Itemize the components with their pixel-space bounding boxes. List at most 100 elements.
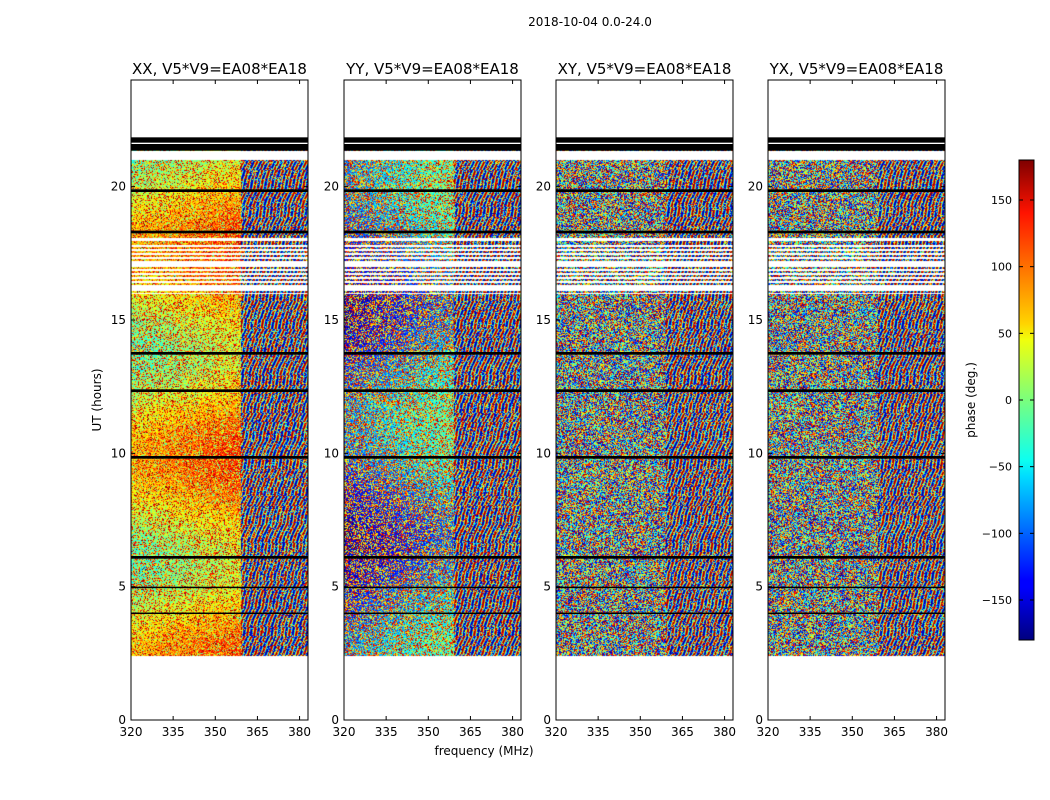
- x-tick-label: 350: [841, 725, 864, 739]
- colorbar-tick-label: −150: [982, 594, 1012, 607]
- x-tick-label: 380: [288, 725, 311, 739]
- x-tick-label: 365: [459, 725, 482, 739]
- colorbar: −150 −100 −50 0 50 100 150: [982, 159, 1035, 641]
- y-tick-label: 20: [536, 180, 551, 194]
- flagged-row: [556, 137, 733, 143]
- flagged-row: [768, 230, 945, 234]
- flagged-row: [131, 352, 308, 355]
- flagged-row: [768, 144, 945, 151]
- panel-title-yy: YY, V5*V9=EA08*EA18: [345, 60, 519, 78]
- y-tick-label: 10: [748, 446, 763, 460]
- x-tick-label: 380: [925, 725, 948, 739]
- y-tick-label: 0: [755, 713, 763, 727]
- flagged-row: [556, 230, 733, 234]
- x-tick-label: 350: [629, 725, 652, 739]
- y-tick-label: 5: [755, 580, 763, 594]
- x-tick-label: 320: [757, 725, 780, 739]
- axes-frame: [767, 79, 946, 721]
- y-tick-label: 10: [324, 446, 339, 460]
- axes-frame: [130, 79, 309, 721]
- y-tick-label: 0: [543, 713, 551, 727]
- flagged-row: [131, 612, 308, 615]
- y-tick-label: 0: [118, 713, 126, 727]
- panel-xy: XY, V5*V9=EA08*EA18 320 335 350 365 380 0 5 10 15…: [536, 60, 736, 739]
- y-tick-label: 15: [111, 313, 126, 327]
- x-tick-label: 335: [799, 725, 822, 739]
- heatmap-raster: [344, 80, 521, 720]
- x-tick-label: 365: [246, 725, 269, 739]
- y-tick-label: 10: [536, 446, 551, 460]
- x-tick-label: 350: [204, 725, 227, 739]
- y-tick-label: 5: [118, 580, 126, 594]
- flagged-row: [131, 556, 308, 559]
- flagged-row: [556, 556, 733, 559]
- x-tick-label: 365: [671, 725, 694, 739]
- flagged-row: [556, 389, 733, 392]
- colorbar-tick-label: 0: [1005, 394, 1012, 407]
- colorbar-tick-label: −50: [989, 461, 1012, 474]
- panel-yy: YY, V5*V9=EA08*EA18 320 335 350 365 380 0 5 10 15…: [324, 60, 524, 739]
- flagged-row: [768, 456, 945, 459]
- figure-suptitle: 2018-10-04 0.0-24.0: [528, 15, 652, 29]
- heatmap-raster: [556, 80, 733, 720]
- flagged-row: [344, 556, 521, 559]
- panel-title-yx: YX, V5*V9=EA08*EA18: [769, 60, 944, 78]
- colorbar-tick-label: 150: [991, 194, 1012, 207]
- x-tick-label: 335: [587, 725, 610, 739]
- x-tick-label: 335: [375, 725, 398, 739]
- flagged-row: [131, 230, 308, 234]
- x-tick-label: 380: [713, 725, 736, 739]
- flagged-row: [344, 586, 521, 589]
- flagged-row: [131, 586, 308, 589]
- flagged-row: [556, 144, 733, 151]
- flagged-row: [344, 389, 521, 392]
- y-tick-label: 20: [111, 180, 126, 194]
- flagged-row: [344, 137, 521, 143]
- y-axis-label: UT (hours): [90, 368, 104, 431]
- colorbar-label: phase (deg.): [964, 362, 978, 438]
- flagged-row: [768, 612, 945, 615]
- x-tick-label: 335: [162, 725, 185, 739]
- y-tick-label: 5: [331, 580, 339, 594]
- flagged-row: [131, 137, 308, 143]
- flagged-row: [768, 389, 945, 392]
- flagged-row: [344, 189, 521, 192]
- flagged-row: [556, 456, 733, 459]
- y-tick-label: 5: [543, 580, 551, 594]
- flagged-row: [768, 352, 945, 355]
- x-axis-label: frequency (MHz): [434, 744, 533, 758]
- heatmap-raster: [131, 80, 308, 720]
- y-tick-label: 20: [748, 180, 763, 194]
- y-tick-label: 15: [536, 313, 551, 327]
- x-tick-label: 320: [120, 725, 143, 739]
- flagged-row: [344, 456, 521, 459]
- x-tick-label: 380: [501, 725, 524, 739]
- flagged-row: [131, 144, 308, 151]
- flagged-row: [344, 612, 521, 615]
- flagged-row: [556, 586, 733, 589]
- flagged-row: [556, 352, 733, 355]
- panel-xx: XX, V5*V9=EA08*EA18 320 335 350 365 380 0 5 10 15…: [111, 60, 311, 739]
- panel-title-xx: XX, V5*V9=EA08*EA18: [132, 60, 307, 78]
- heatmap-raster: [768, 80, 945, 720]
- x-tick-label: 320: [333, 725, 356, 739]
- colorbar-tick-label: 50: [998, 327, 1012, 340]
- flagged-row: [768, 556, 945, 559]
- y-tick-label: 15: [748, 313, 763, 327]
- x-tick-label: 350: [417, 725, 440, 739]
- flagged-row: [344, 230, 521, 234]
- flagged-row: [344, 352, 521, 355]
- axes-frame: [555, 79, 734, 721]
- flagged-row: [768, 137, 945, 143]
- flagged-row: [344, 144, 521, 151]
- flagged-row: [131, 189, 308, 192]
- x-tick-label: 365: [883, 725, 906, 739]
- flagged-row: [556, 189, 733, 192]
- flagged-row: [768, 586, 945, 589]
- panel-title-xy: XY, V5*V9=EA08*EA18: [558, 60, 732, 78]
- y-tick-label: 0: [331, 713, 339, 727]
- x-tick-label: 320: [545, 725, 568, 739]
- axes-frame: [343, 79, 522, 721]
- colorbar-tick-label: 100: [991, 261, 1012, 274]
